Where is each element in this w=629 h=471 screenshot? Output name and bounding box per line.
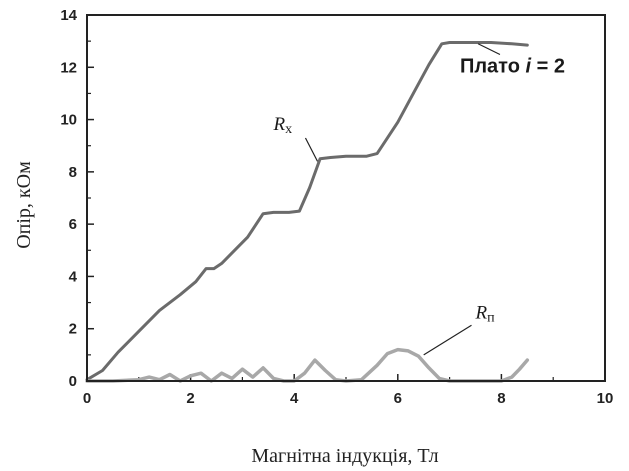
series-lines bbox=[85, 41, 530, 383]
y-tick-label: 12 bbox=[60, 59, 77, 76]
y-axis-title: Опір, кОм bbox=[13, 161, 35, 249]
plateau-label-text: Плато bbox=[460, 56, 526, 78]
y-tick-label: 14 bbox=[60, 7, 77, 24]
x-tick-label: 0 bbox=[83, 390, 91, 407]
x-axis-title: Магнітна індукція, Тл bbox=[251, 445, 438, 467]
plateau-label: Плато i = 2 bbox=[460, 56, 565, 78]
y-tick-label: 2 bbox=[69, 321, 77, 338]
plateau-pointer bbox=[477, 43, 501, 56]
x-tick-label: 8 bbox=[497, 390, 505, 407]
rx-pointer bbox=[304, 137, 319, 162]
x-tick-label: 2 bbox=[186, 390, 194, 407]
rp-pointer bbox=[423, 324, 472, 356]
rx-label-sub: x bbox=[285, 122, 292, 137]
x-tick-label: 4 bbox=[290, 390, 299, 407]
series-line-rp bbox=[85, 347, 530, 383]
series-line-rx bbox=[85, 41, 529, 382]
tick-labels: 0 2 4 6 8 10 0 2 4 6 8 10 12 14 bbox=[60, 7, 613, 407]
plateau-label-rest: = 2 bbox=[531, 56, 565, 78]
rp-label-sub: п bbox=[487, 310, 495, 325]
y-tick-label: 6 bbox=[69, 216, 77, 233]
x-tick-label: 6 bbox=[394, 390, 402, 407]
y-tick-label: 0 bbox=[69, 373, 77, 390]
rp-label-main: R bbox=[475, 302, 488, 323]
plot-frame bbox=[86, 14, 606, 382]
rx-label: Rx bbox=[272, 114, 292, 137]
y-tick-label: 4 bbox=[69, 268, 78, 285]
y-tick-label: 10 bbox=[60, 112, 77, 129]
plateau-label-italic: i bbox=[525, 56, 531, 78]
x-tick-label: 10 bbox=[597, 390, 614, 407]
rx-label-main: R bbox=[272, 114, 285, 135]
rp-label: Rп bbox=[475, 302, 496, 325]
y-tick-label: 8 bbox=[69, 164, 77, 181]
